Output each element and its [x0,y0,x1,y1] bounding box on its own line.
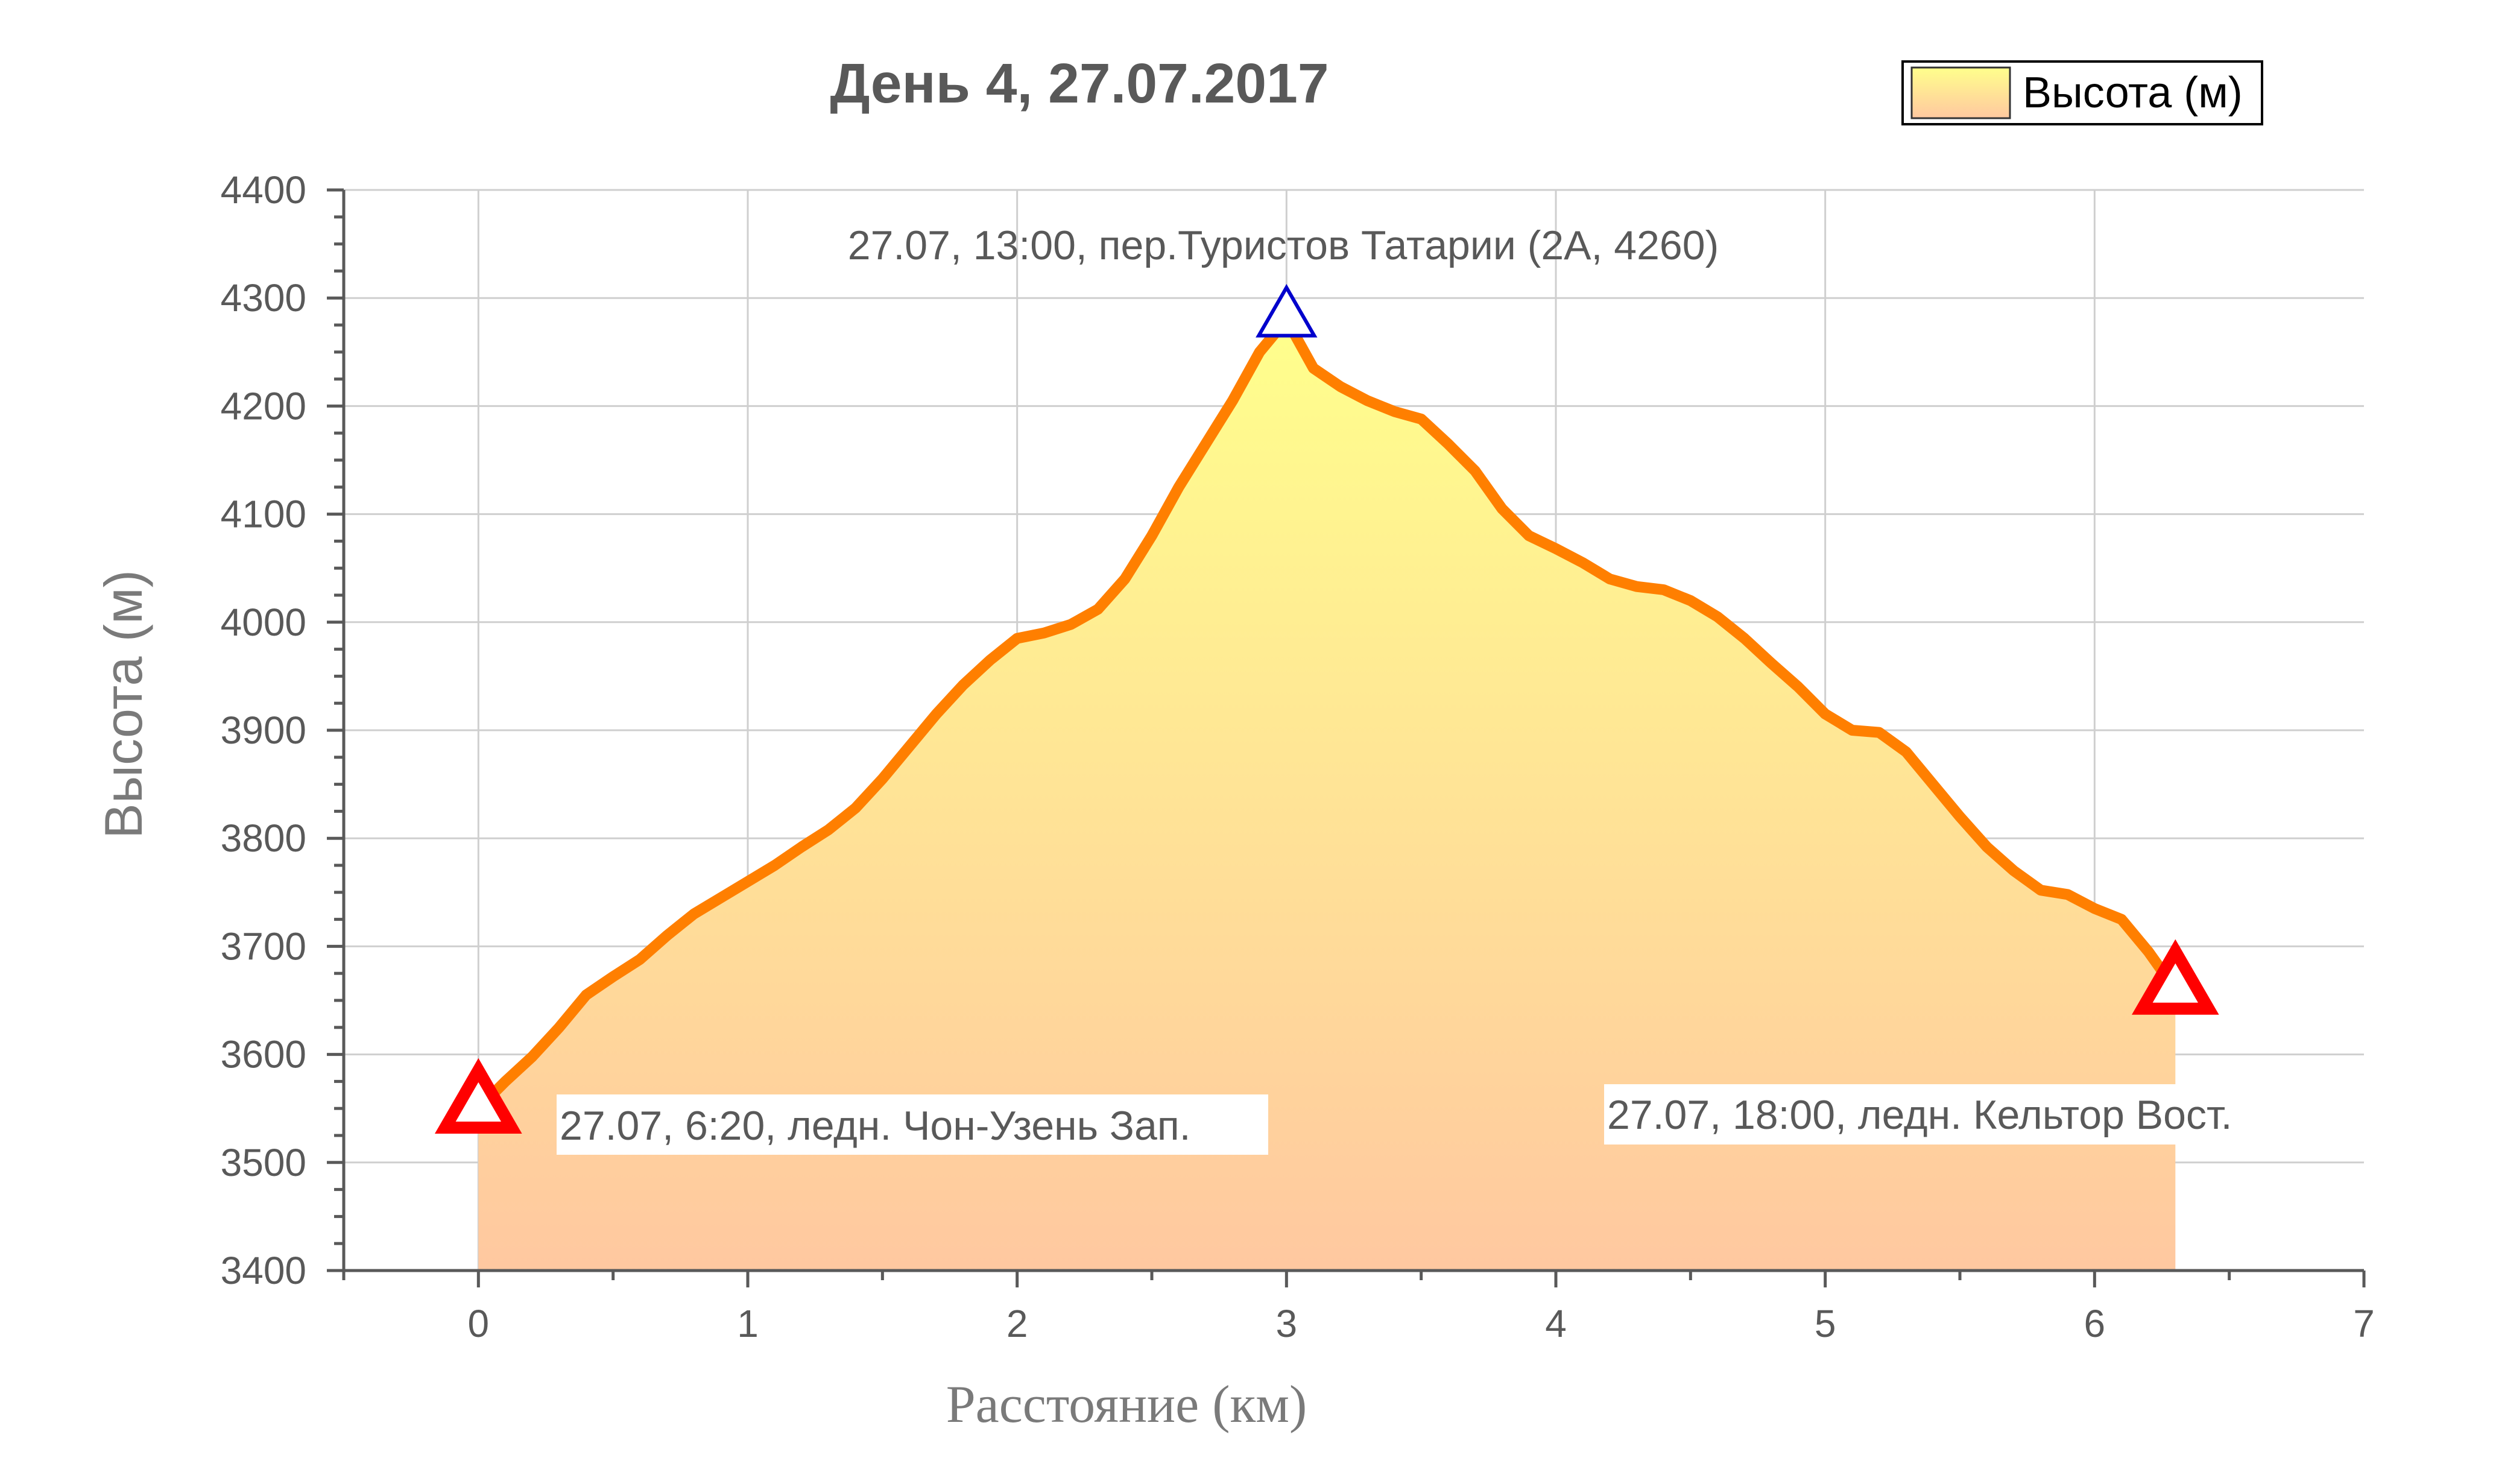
x-tick-label: 7 [2353,1302,2375,1345]
end-annotation: 27.07, 18:00, ледн. Кельтор Вост. [1607,1092,2232,1138]
chart-title: День 4, 27.07.2017 [830,52,1329,115]
elevation-line [473,314,2181,1114]
y-tick-label: 3500 [221,1141,306,1184]
legend-label: Высота (м) [2023,69,2243,117]
end-marker-icon [2131,939,2219,1015]
start-annotation: 27.07, 6:20, ледн. Чон-Узень Зап. [560,1103,1191,1149]
y-tick-label: 4100 [221,493,306,536]
start-marker-icon [434,1058,522,1134]
x-tick-label: 1 [737,1302,759,1345]
peak-annotation: 27.07, 13:00, пер.Туристов Татарии (2А, … [848,223,1719,268]
x-tick-label: 6 [2084,1302,2106,1345]
y-tick-label: 4000 [221,601,306,644]
x-tick-labels: 0 1 2 3 4 5 6 7 [468,1302,2375,1345]
x-axis-title: Расстояние (км) [946,1375,1307,1434]
y-tick-label: 3900 [221,709,306,752]
end-label-background [1604,1084,2346,1145]
y-tick-label: 3600 [221,1033,306,1076]
y-tick-label: 4300 [221,276,306,320]
legend-swatch [1910,66,2011,119]
x-tick-label: 5 [1815,1302,1836,1345]
y-tick-labels: 3400 3500 3600 3700 3800 3900 4000 4100 4200 4300… [221,168,306,1292]
y-tick-label: 4200 [221,384,306,428]
y-tick-label: 3700 [221,924,306,968]
legend: Высота (м) [1901,60,2263,125]
start-label-background [557,1094,1268,1155]
y-tick-label: 3800 [221,816,306,860]
elevation-area [478,320,2176,1271]
x-tick-label: 3 [1276,1302,1298,1345]
y-tick-label: 3400 [221,1249,306,1292]
axes [327,188,2366,1287]
x-tick-label: 2 [1006,1302,1028,1345]
x-tick-label: 0 [468,1302,490,1345]
x-tick-label: 4 [1545,1302,1567,1345]
annotations: 27.07, 6:20, ледн. Чон-Узень Зап. 27.07, … [434,223,2346,1155]
y-tick-label: 4400 [221,168,306,212]
peak-marker-icon [1256,283,1318,338]
y-axis-title: Высота (м) [93,570,153,839]
